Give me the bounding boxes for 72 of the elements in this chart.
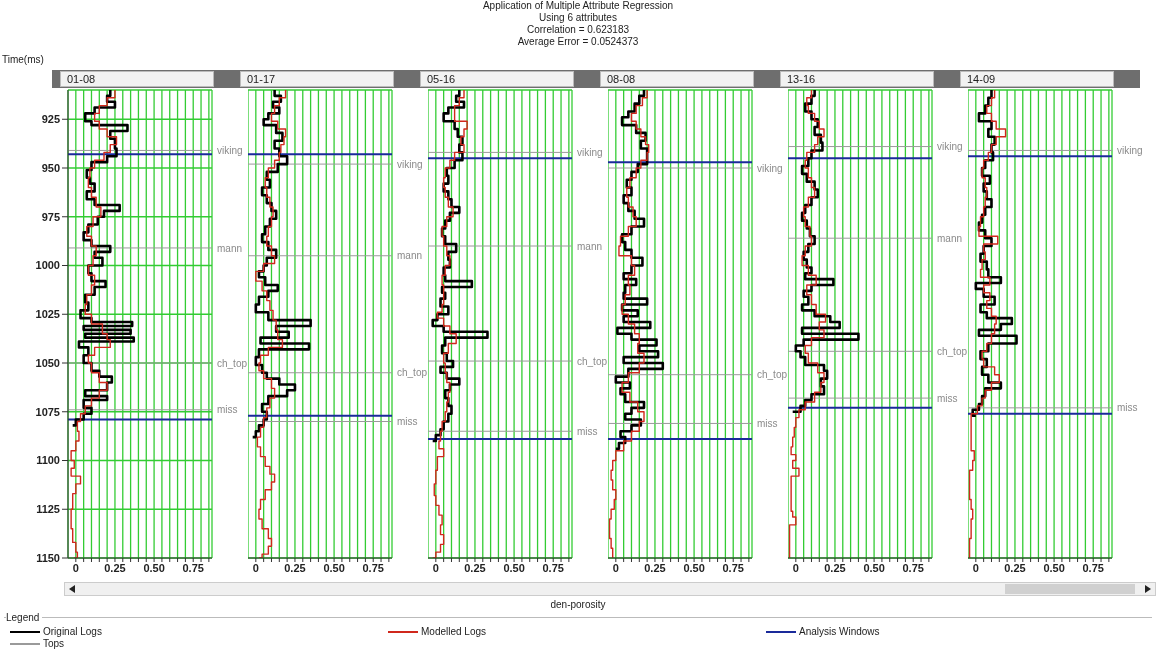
x-tick-label: 0.50: [863, 561, 885, 574]
y-tick-label: 1100: [36, 454, 60, 467]
chart-title: 01-17: [240, 71, 394, 87]
y-tick-label: 1125: [36, 503, 60, 516]
ref-line-label: mann: [937, 232, 963, 244]
ref-line-label: viking: [577, 146, 603, 158]
ref-line-label: ch_top: [397, 367, 428, 379]
chart-title: 14-09: [960, 71, 1114, 87]
x-tick-label: 0.75: [362, 561, 384, 574]
text: Application of Multiple Attribute Regression: [481, 0, 675, 12]
x-tick-label: 0.25: [824, 561, 846, 574]
y-tick-label: 950: [41, 161, 60, 174]
legend-label: Original Logs: [43, 626, 102, 637]
ref-line-label: ch_top: [217, 357, 248, 369]
chart-title: 05-16: [420, 71, 574, 87]
x-tick-label: 0.50: [143, 561, 165, 574]
x-tick-label: 0: [432, 561, 439, 574]
ref-line-label: miss: [757, 418, 778, 429]
chart-title: 01-08: [60, 71, 214, 87]
legend-label: Analysis Windows: [799, 626, 880, 637]
x-tick-label: 0.50: [503, 561, 525, 574]
ref-line-label: miss: [397, 416, 418, 428]
y-tick-label: 1000: [35, 259, 60, 272]
text: Average Error = 0.0524373: [516, 36, 640, 48]
y-tick-label: 1050: [35, 356, 60, 369]
ref-line-label: miss: [577, 425, 598, 437]
legend-label: Modelled Logs: [421, 626, 487, 637]
legend-label: Tops: [43, 638, 65, 649]
x-tick-label: 0: [612, 561, 619, 574]
y-tick-label: 1025: [35, 308, 60, 321]
x-tick-label: 0.75: [902, 561, 924, 574]
ref-line-label: viking: [397, 158, 423, 170]
x-tick-label: 0.50: [1043, 561, 1065, 574]
x-tick-label: 0.25: [284, 561, 306, 574]
ref-line-label: ch_top: [577, 355, 608, 367]
chart-title: 13-16: [780, 71, 934, 87]
ref-line-label: mann: [577, 240, 603, 252]
ref-line-label: mann: [217, 242, 243, 254]
ref-line-label: viking: [757, 162, 783, 174]
y-tick-label: 1075: [35, 405, 60, 418]
y-tick-label: 1150: [36, 551, 60, 564]
text: Using 6 attributes: [538, 12, 618, 24]
x-tick-label: 0.25: [644, 561, 666, 574]
ref-line-label: viking: [1117, 145, 1143, 156]
ref-line-label: miss: [1117, 402, 1138, 414]
chart-title: 08-08: [600, 71, 754, 87]
x-tick-label: 0.25: [104, 561, 126, 574]
x-tick-label: 0.75: [1082, 561, 1104, 574]
ref-line-label: ch_top: [937, 345, 968, 357]
x-tick-label: 0.50: [683, 561, 705, 574]
x-tick-label: 0: [792, 561, 799, 574]
y-tick-label: 925: [41, 113, 60, 126]
x-tick-label: 0: [72, 561, 79, 574]
ref-line-label: viking: [217, 145, 243, 156]
ref-line-label: miss: [217, 404, 238, 416]
x-tick-label: 0: [252, 561, 259, 574]
ref-line-label: mann: [397, 250, 423, 262]
y-axis-title: Time(ms): [2, 54, 44, 65]
x-tick-label: 0.75: [542, 561, 564, 574]
text: den-porosity: [549, 599, 607, 610]
legend-title: Legend: [6, 612, 43, 623]
x-tick-label: 0.75: [182, 561, 204, 574]
x-tick-label: 0: [972, 561, 979, 574]
ref-line-label: viking: [937, 141, 963, 153]
ref-line-label: ch_top: [757, 369, 788, 381]
x-tick-label: 0.25: [464, 561, 486, 574]
x-tick-label: 0.75: [722, 561, 744, 574]
text: Correlation = 0.623183: [526, 24, 630, 36]
ref-line-label: miss: [937, 392, 958, 404]
x-tick-label: 0.25: [1004, 561, 1026, 574]
y-tick-label: 975: [41, 210, 60, 223]
x-tick-label: 0.50: [323, 561, 345, 574]
